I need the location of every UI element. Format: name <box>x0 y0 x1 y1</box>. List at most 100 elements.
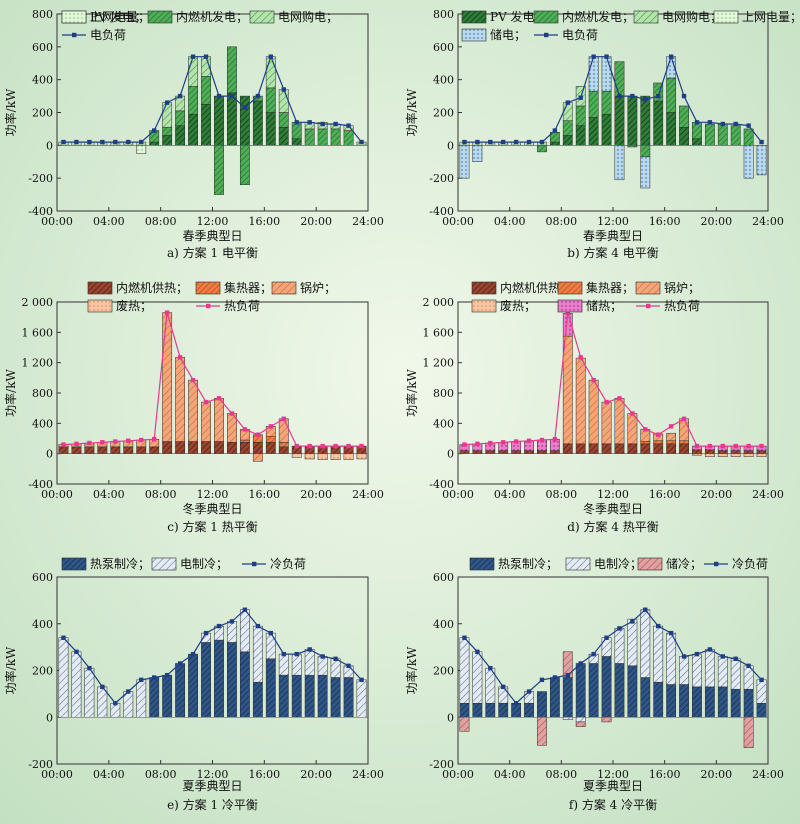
y-tick-label: 400 <box>32 618 53 631</box>
y-tick-label: 0 <box>447 139 454 152</box>
legend-swatch <box>195 281 221 295</box>
load-point <box>733 443 738 449</box>
legend-marker <box>252 561 257 567</box>
legend-item: 内燃机供热； <box>87 280 188 295</box>
load-point <box>203 399 209 405</box>
bar-hp <box>640 677 651 718</box>
bar-coll <box>239 439 250 443</box>
load-point <box>604 635 609 640</box>
x-tick-label: 00:00 <box>41 215 73 228</box>
legend-swatch <box>635 281 661 295</box>
load-point <box>74 441 79 447</box>
bar-waste <box>743 453 754 457</box>
x-tick-label: 20:00 <box>300 488 332 501</box>
bar-grid <box>162 102 173 128</box>
x-tick-label: 04:00 <box>93 768 125 781</box>
y-tick-label: 0 <box>46 139 53 152</box>
load-point <box>643 427 648 432</box>
load-point <box>113 439 118 444</box>
load-point <box>359 139 364 145</box>
legend-swatch <box>147 10 173 24</box>
bar-pv <box>239 95 250 146</box>
bar-pv <box>227 92 237 146</box>
x-tick-label: 20:00 <box>300 768 332 781</box>
load-point <box>151 437 157 442</box>
bar-ice <box>330 128 341 146</box>
chart-panel-3: -400 0 400 800 1 200 1 600 2 000 00:00 04:00 08:0… <box>3 280 384 534</box>
legend-swatch <box>469 557 495 571</box>
load-point <box>307 120 312 125</box>
load-point <box>126 689 131 694</box>
bar-iceh <box>588 443 599 454</box>
legend-label: 热泵制冷； <box>498 557 558 571</box>
x-tick-label: 00:00 <box>442 768 474 781</box>
bar-hp <box>175 663 186 718</box>
load-point <box>151 675 157 680</box>
y-tick-label: -400 <box>429 478 454 491</box>
legend-label: 内燃机供热； <box>116 280 188 295</box>
bar-ice <box>227 46 237 94</box>
bar-iceh <box>679 443 689 454</box>
bar-ec <box>640 609 651 678</box>
x-tick-label: 08:00 <box>145 215 177 228</box>
chart-caption: d) 方案 4 热平衡 <box>567 519 658 534</box>
legend-item: 电制冷； <box>151 557 228 571</box>
legend-item: 废热； <box>87 298 152 313</box>
bar-iceh <box>175 441 186 454</box>
bar-ec <box>459 637 470 704</box>
load-point <box>462 442 467 447</box>
legend-label: 电负荷 <box>562 28 598 42</box>
legend-swatch <box>271 281 297 295</box>
load-point <box>203 630 209 636</box>
bar-waste <box>317 453 328 460</box>
bar-ec <box>717 656 728 688</box>
load-point <box>113 139 118 145</box>
bar-grid <box>562 102 573 121</box>
load-point <box>462 635 467 640</box>
bar-ec <box>653 625 664 683</box>
legend-label: 上网电量； <box>742 10 800 24</box>
bar-ec <box>704 649 715 688</box>
legend-item: 电网购电； <box>249 9 338 24</box>
legend-label: 冷负荷 <box>732 557 768 571</box>
legend-item: 上网电量； <box>61 10 150 24</box>
legend-label: 集热器； <box>224 280 272 295</box>
load-point <box>177 661 183 666</box>
bar-ec <box>317 656 328 676</box>
bar-iceh <box>640 443 651 454</box>
load-point <box>681 416 687 421</box>
bar-boiler <box>614 398 625 445</box>
bar-boiler <box>679 418 689 442</box>
legend-label: 热负荷 <box>224 299 260 313</box>
legend-swatch <box>87 281 113 295</box>
x-tick-label: 12:00 <box>597 768 629 781</box>
bar-pv <box>175 125 186 146</box>
legend-item: 内燃机供热； <box>471 280 572 295</box>
bar-iceh <box>162 441 173 454</box>
bar-store <box>614 145 625 181</box>
bar-hp <box>575 663 586 718</box>
bar-ice <box>304 128 315 146</box>
bar-iceh <box>149 446 160 454</box>
x-tick-label: 20:00 <box>700 488 732 501</box>
bar-ice <box>265 87 276 113</box>
bar-pv <box>679 127 689 146</box>
load-point <box>668 630 674 636</box>
legend-label: 热泵制冷； <box>90 557 150 571</box>
load-point <box>617 396 622 401</box>
bar-store <box>472 145 483 162</box>
load-point <box>617 93 622 99</box>
chart-caption: c) 方案 1 热平衡 <box>167 519 257 534</box>
load-point <box>591 651 596 657</box>
chart-caption: b) 方案 4 电平衡 <box>567 245 658 260</box>
x-tick-label: 08:00 <box>145 768 177 781</box>
legend-item: 电网购电； <box>633 9 722 24</box>
bar-ec <box>756 679 767 704</box>
legend-item: 冷负荷 <box>242 557 306 571</box>
load-point <box>668 424 674 429</box>
load-point <box>216 623 222 629</box>
x-tick-label: 16:00 <box>649 215 681 228</box>
bar-pv <box>575 125 586 146</box>
bar-pv <box>640 95 651 146</box>
bar-ice <box>640 145 651 158</box>
